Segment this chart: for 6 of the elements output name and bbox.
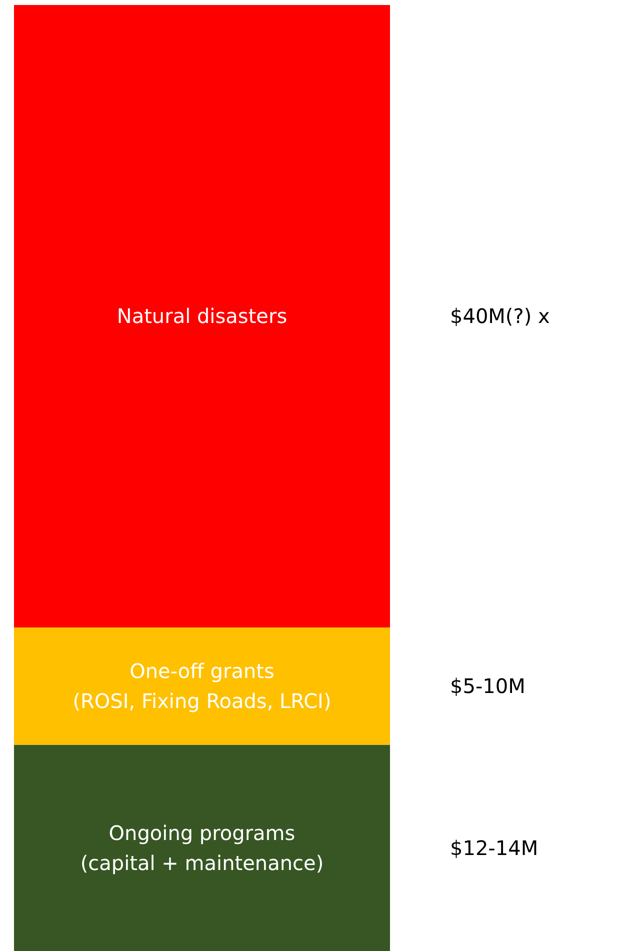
- series-label: Ongoing programs (capital + maintenance): [80, 820, 324, 875]
- text: $40M(?) x: [450, 304, 550, 328]
- series-label: Natural disasters: [116, 304, 288, 328]
- text: $5-10M: [450, 674, 526, 698]
- text: $12-14M: [450, 836, 538, 860]
- series-label: One-off grants (ROSI, Fixing Roads, LRCI): [72, 659, 332, 714]
